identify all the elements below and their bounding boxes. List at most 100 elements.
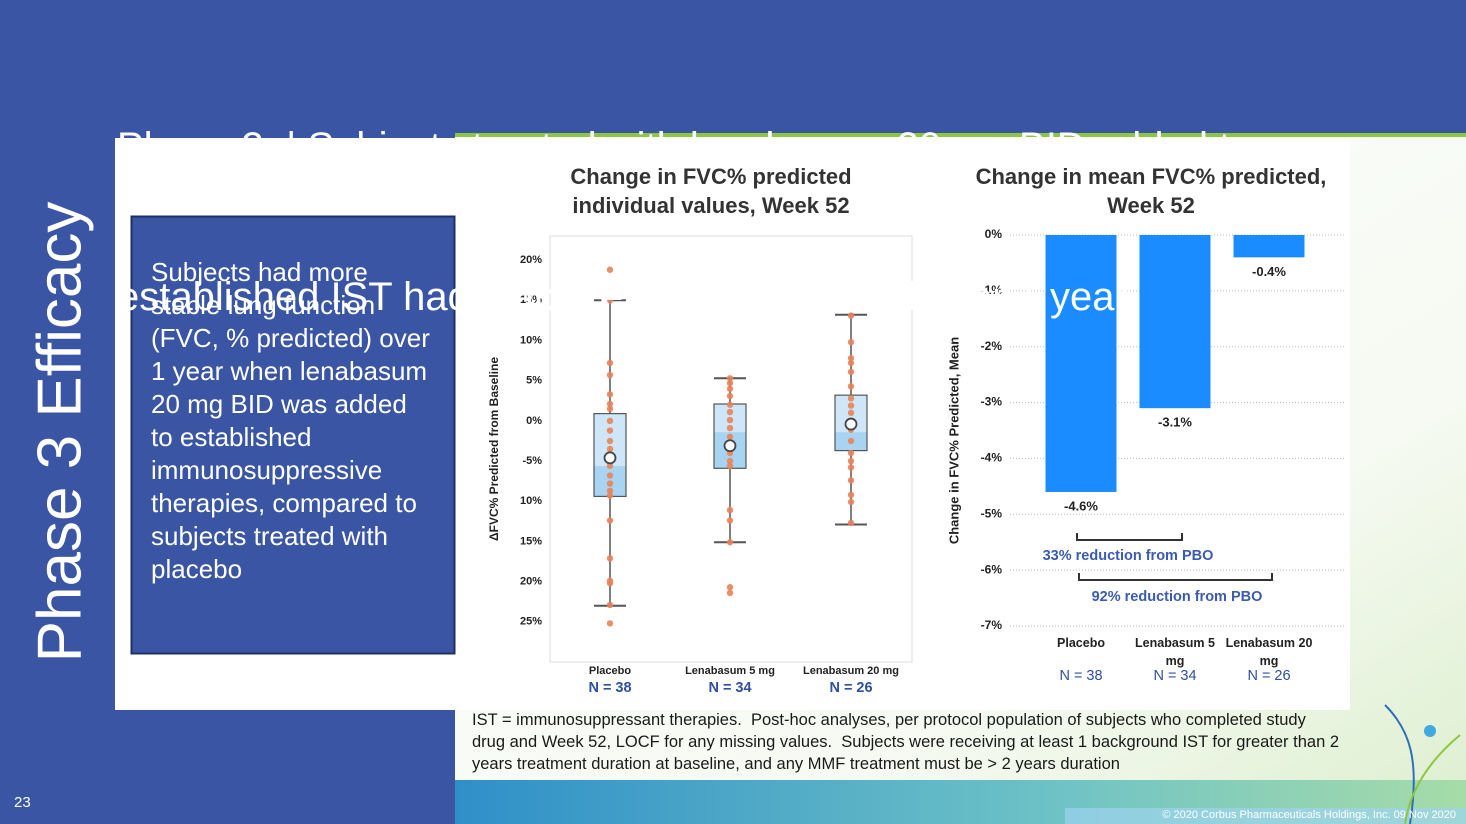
footnote-line: drug and Week 52, LOCF for any missing v… [472, 733, 1340, 751]
value-label: -4.6% [1064, 498, 1098, 513]
n-label: N = 26 [1247, 668, 1291, 684]
data-point [847, 354, 855, 362]
callout-line: therapies, compared to [151, 488, 417, 518]
data-point [847, 437, 855, 445]
data-point [726, 433, 734, 441]
box-plot-frame [549, 235, 913, 663]
data-point [606, 445, 614, 453]
logo-swoosh [1384, 704, 1415, 824]
x-tick-label: Lenabasum 5 mg [1135, 636, 1215, 668]
value-label: -3.1% [1158, 415, 1192, 430]
data-point [606, 391, 614, 398]
data-point [606, 620, 614, 627]
y-tick-label: -1% [981, 283, 1003, 297]
callout-line: placebo [151, 554, 243, 584]
annotation: 33% reduction from PBO [1043, 548, 1214, 564]
y-tick-label: 15% [520, 294, 542, 306]
data-point [847, 449, 855, 457]
y-tick-label: -7% [981, 618, 1003, 632]
y-tick-label: -5% [522, 455, 542, 467]
data-point [847, 395, 855, 402]
data-point [726, 379, 734, 387]
bracket [1078, 573, 1273, 581]
callout-line: immunosuppressive [151, 455, 383, 485]
data-point [726, 584, 734, 591]
x-tick-label: Lenabasum 5 mg [685, 665, 775, 677]
data-point [726, 506, 734, 514]
data-point [726, 416, 734, 424]
mean-marker [723, 439, 737, 453]
y-tick-label: 10% [520, 334, 542, 346]
x-tick-label: Placebo [588, 665, 632, 677]
title-text: over 1 year [916, 275, 1128, 319]
callout-line: 20 mg BID was added [151, 389, 407, 419]
bar [1233, 235, 1305, 258]
data-point [606, 297, 614, 304]
callout-text: Subjects had more stable lung function (FV… [151, 256, 430, 586]
data-point [847, 312, 855, 319]
n-label: N = 38 [1059, 668, 1103, 684]
data-point [726, 392, 734, 400]
data-point [606, 417, 614, 425]
data-point [606, 462, 614, 470]
title-line: established IST had stable FVC % predict… [117, 272, 1253, 322]
title-text: established IST had stable [117, 275, 599, 319]
callout-line: Subjects had more [151, 257, 368, 287]
callout-line: 1 year when lenabasum [151, 356, 428, 386]
section-label: Phase 3 Efficacy [25, 201, 95, 663]
y-tick-label: -6% [981, 562, 1003, 576]
data-point [847, 402, 855, 409]
data-point [726, 401, 734, 408]
data-point [606, 472, 614, 479]
data-point [847, 457, 855, 465]
title-line: Phase 3 | Subjects treated with lenabasu… [117, 125, 1253, 169]
x-tick-label: Lenabasum 20 mg [803, 665, 899, 677]
title-bold: FVC % predicted [598, 275, 917, 319]
data-point [606, 427, 614, 434]
data-point [847, 368, 855, 376]
data-point [847, 477, 855, 484]
footnote-line: IST = immunosuppressant therapies. Post-… [472, 711, 1306, 729]
bar [1045, 235, 1117, 492]
data-point [606, 371, 614, 379]
data-point [726, 375, 734, 382]
page-number: 23 [14, 794, 31, 811]
data-point [847, 338, 855, 346]
logo-dot [1424, 725, 1436, 737]
data-point [847, 491, 855, 499]
annotation: 92% reduction from PBO [1092, 589, 1263, 605]
logo-swoosh [1404, 734, 1461, 824]
data-point [847, 464, 855, 471]
data-point [726, 424, 734, 432]
y-tick-label: 0% [526, 415, 542, 427]
data-point [606, 601, 614, 609]
y-tick-label: 20% [520, 576, 542, 588]
bracket [1076, 533, 1183, 541]
callout-line: subjects treated with [151, 521, 389, 551]
data-point [847, 498, 855, 506]
data-point [726, 539, 734, 546]
chart-title: Week 52 [1107, 193, 1195, 218]
data-point [726, 462, 734, 470]
n-label: N = 26 [829, 680, 873, 696]
mean-marker [603, 451, 617, 465]
n-label: N = 34 [1153, 668, 1197, 684]
y-tick-label: 25% [520, 616, 542, 628]
copyright-strip [1065, 808, 1466, 824]
slide-title: Phase 3 | Subjects treated with lenabasu… [117, 22, 1253, 372]
y-tick-label: 20% [520, 254, 542, 266]
y-tick-label: 15% [520, 535, 542, 547]
data-point [606, 405, 614, 413]
data-point [726, 408, 734, 416]
data-point [606, 266, 614, 273]
data-point [606, 517, 614, 524]
y-axis-label: Change in FVC% Predicted, Mean [946, 337, 961, 544]
data-point [606, 555, 614, 562]
data-point [847, 519, 855, 527]
callout-line: stable lung function [151, 290, 376, 320]
footnote-line: years treatment duration at baseline, an… [472, 755, 1120, 773]
x-tick-label: Lenabasum 20 mg [1225, 636, 1313, 668]
data-point [726, 517, 734, 524]
